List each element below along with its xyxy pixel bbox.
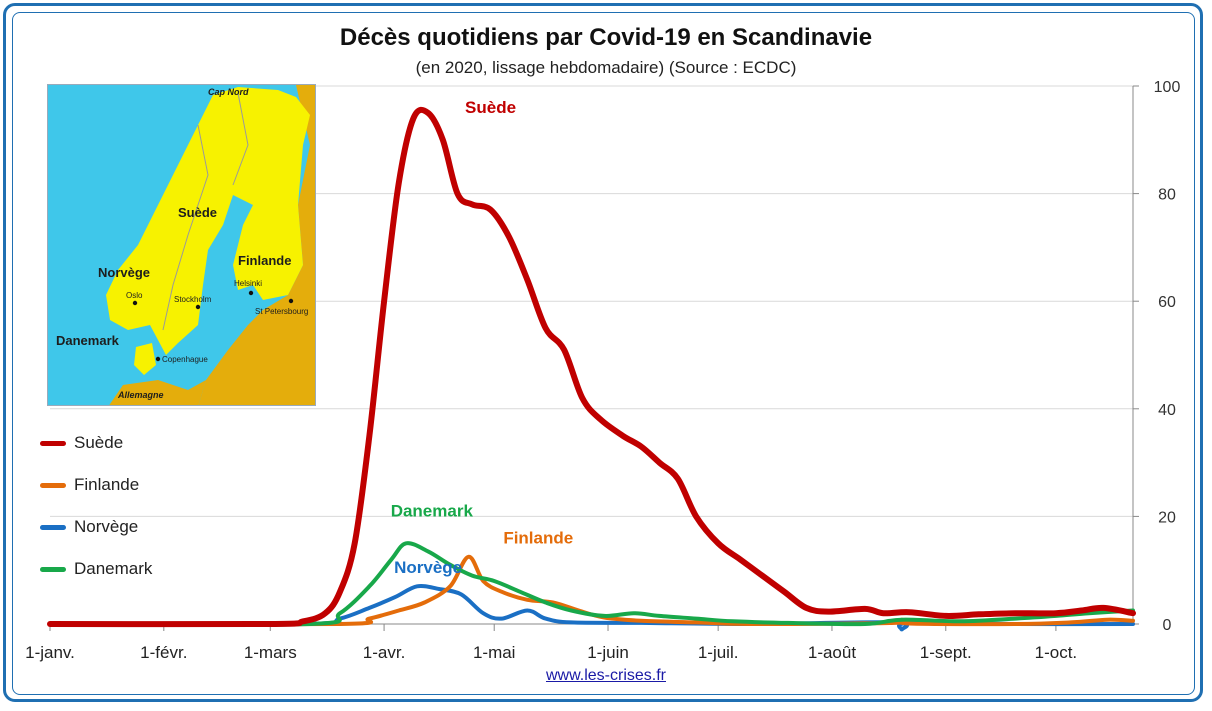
oslo-dot <box>132 300 138 306</box>
stockholm-dot <box>195 304 201 310</box>
source-link[interactable]: www.les-crises.fr <box>545 667 666 684</box>
inner-frame <box>12 12 1195 695</box>
annotation-danemark: Danemark <box>391 501 474 520</box>
map-scandinavia-land <box>106 87 310 355</box>
series-line-norvege <box>48 583 1135 632</box>
helsinki-dot <box>248 290 254 296</box>
map-label-allemagne: Allemagne <box>118 390 164 400</box>
annotation-suede: Suède <box>465 98 516 117</box>
legend-item-suede: Suède <box>40 422 152 464</box>
legend-item-norvege: Norvège <box>40 506 152 548</box>
map-drawing <box>48 85 315 405</box>
legend-swatch-finlande <box>40 482 66 488</box>
x-tick-label: 1-mars <box>244 643 297 662</box>
st-petersbourg-dot <box>288 298 294 304</box>
annotation-finlande: Finlande <box>503 528 573 547</box>
map-label-finlande: Finlande <box>238 253 292 268</box>
legend-label-suede: Suède <box>74 433 124 452</box>
map-russia-baltics-land <box>198 85 315 405</box>
chart-subtitle: (en 2020, lissage hebdomadaire) (Source … <box>415 58 797 77</box>
map-label-danemark: Danemark <box>56 333 119 348</box>
series-line-danemark <box>48 541 1135 627</box>
legend-swatch-suede <box>40 440 66 446</box>
y-tick-label: 0 <box>1163 617 1172 634</box>
x-tick-label: 1-juil. <box>698 643 739 662</box>
map-label-copenhague: Copenhague <box>162 355 208 364</box>
map-denmark-land <box>134 343 156 375</box>
copenhague-dot <box>155 356 161 362</box>
chart-title: Décès quotidiens par Covid-19 en Scandin… <box>339 24 873 51</box>
map-borders <box>162 92 249 331</box>
x-tick-label: 1-oct. <box>1035 643 1078 662</box>
map-label-st-petersbourg: St Petersbourg <box>255 307 309 316</box>
x-tick-label: 1-févr. <box>140 643 187 662</box>
series-line-finlande <box>48 554 1135 627</box>
series-line-suede <box>47 106 1136 628</box>
map-germany-poland-land <box>109 380 206 405</box>
x-tick-label: 1-mai <box>473 643 516 662</box>
x-tick-label: 1-juin <box>587 643 629 662</box>
scandinavia-map: Cap Nord Suède Finlande Norvège Danemark… <box>47 84 316 406</box>
y-tick-label: 20 <box>1158 509 1176 526</box>
x-tick-label: 1-avr. <box>363 643 406 662</box>
y-tick-label: 40 <box>1158 402 1176 419</box>
legend-item-finlande: Finlande <box>40 464 152 506</box>
chart-legend: Suède Finlande Norvège Danemark <box>40 422 152 590</box>
map-label-norvege: Norvège <box>98 265 151 280</box>
map-label-stockholm: Stockholm <box>174 295 212 304</box>
legend-label-danemark: Danemark <box>74 559 153 578</box>
y-tick-label: 60 <box>1158 294 1176 311</box>
legend-swatch-norvege <box>40 524 66 530</box>
y-tick-label: 100 <box>1154 79 1181 96</box>
legend-label-norvege: Norvège <box>74 517 139 536</box>
x-tick-label: 1-janv. <box>25 643 75 662</box>
legend-swatch-danemark <box>40 566 66 572</box>
annotation-norvege: Norvège <box>394 558 462 577</box>
legend-label-finlande: Finlande <box>74 475 140 494</box>
y-tick-label: 80 <box>1158 187 1176 204</box>
x-tick-label: 1-sept. <box>920 643 972 662</box>
legend-item-danemark: Danemark <box>40 548 152 590</box>
map-label-cap-nord: Cap Nord <box>208 87 249 97</box>
x-tick-label: 1-août <box>808 643 856 662</box>
map-label-oslo: Oslo <box>126 291 143 300</box>
outer-frame <box>3 3 1203 702</box>
map-label-suede: Suède <box>178 205 218 220</box>
map-label-helsinki: Helsinki <box>234 279 263 288</box>
